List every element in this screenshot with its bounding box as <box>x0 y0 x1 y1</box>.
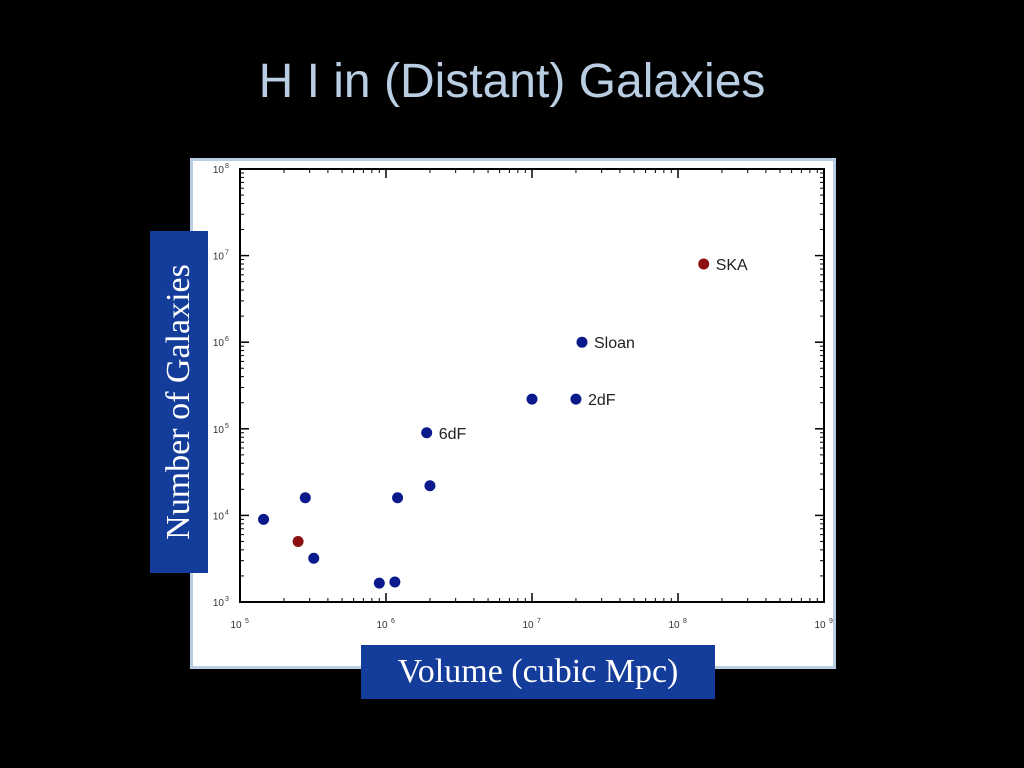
y-tick-label: 10 <box>213 252 225 263</box>
data-point-survey <box>258 513 270 525</box>
data-point-ska <box>698 258 710 270</box>
point-label-6df: 6dF <box>439 426 467 443</box>
data-point-survey <box>389 576 401 588</box>
x-tick-label: 10 <box>814 620 826 631</box>
tick-labels: 10 5 10 6 10 7 10 8 10 910 310 410 510 610 710 8 <box>213 163 833 631</box>
x-tick-label: 10 <box>376 620 388 631</box>
x-tick-exponent: 8 <box>683 618 687 625</box>
data-point-survey <box>424 480 436 492</box>
plot-area-border <box>239 168 825 603</box>
data-point-2df <box>570 393 582 405</box>
y-tick-exponent: 7 <box>225 250 229 257</box>
x-tick-label: 10 <box>668 620 680 631</box>
axis-ticks <box>239 168 825 603</box>
x-tick-exponent: 6 <box>391 618 395 625</box>
data-point-survey <box>308 552 320 564</box>
y-tick-exponent: 4 <box>225 509 229 516</box>
x-tick-label: 10 <box>522 620 534 631</box>
scatter-chart: 10 5 10 6 10 7 10 8 10 910 310 410 510 610 710 8 6dF2dF… <box>213 163 833 631</box>
data-point-6df <box>421 427 433 439</box>
data-point-survey <box>299 492 311 504</box>
y-tick-exponent: 8 <box>225 163 229 170</box>
y-tick-label: 10 <box>213 338 225 349</box>
x-axis-label-badge: Volume (cubic Mpc) <box>361 645 715 699</box>
y-tick-exponent: 6 <box>225 336 229 343</box>
chart-frame: 10 5 10 6 10 7 10 8 10 9 10 3 10 4 10 5 10 6 10 7 10 8 6dF 2dF… <box>190 158 836 669</box>
y-tick-label: 10 <box>213 511 225 522</box>
y-axis-label-badge: Number of Galaxies <box>150 231 208 573</box>
data-points: 6dF 2dF Sloan SKA <box>258 257 748 589</box>
y-tick-exponent: 3 <box>225 596 229 603</box>
y-tick-label: 10 <box>213 425 225 436</box>
point-label-ska: SKA <box>716 257 748 274</box>
data-point-survey <box>292 535 304 547</box>
data-point-survey <box>373 577 385 589</box>
data-point-sloan <box>576 336 588 348</box>
y-tick-label: 10 <box>213 165 225 176</box>
x-tick-exponent: 5 <box>245 618 249 625</box>
data-point-survey <box>392 492 404 504</box>
point-label-2df: 2dF <box>588 392 616 409</box>
data-point-survey <box>526 393 538 405</box>
y-tick-exponent: 5 <box>225 423 229 430</box>
slide-title: H I in (Distant) Galaxies <box>258 55 766 108</box>
y-axis-label: Number of Galaxies <box>160 264 197 540</box>
x-axis-label: Volume (cubic Mpc) <box>397 653 679 690</box>
x-tick-exponent: 7 <box>537 618 541 625</box>
y-tick-label: 10 <box>213 598 225 609</box>
point-label-sloan: Sloan <box>594 335 635 352</box>
x-tick-exponent: 9 <box>829 618 833 625</box>
x-tick-label: 10 <box>230 620 242 631</box>
